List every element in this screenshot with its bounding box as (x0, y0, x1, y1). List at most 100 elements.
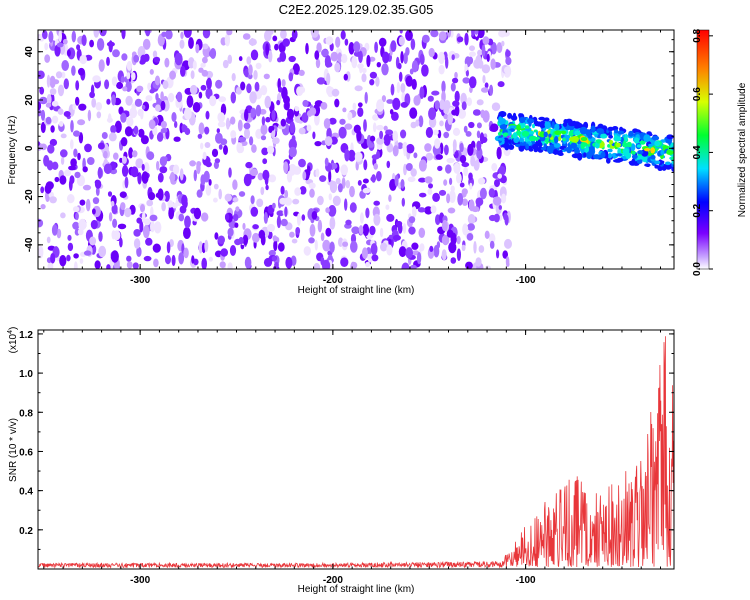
heatmap-noise-cell (496, 249, 500, 259)
heatmap-noise-cell (308, 237, 315, 244)
heatmap-noise-cell (205, 161, 212, 168)
heatmap-noise-cell (111, 76, 118, 86)
heatmap-noise-cell (412, 250, 420, 256)
heatmap-noise-cell (75, 80, 80, 91)
heatmap-signal-cell (637, 150, 644, 155)
heatmap-noise-cell (248, 64, 253, 76)
heatmap-noise-cell (56, 228, 62, 239)
heatmap-noise-cell (121, 53, 128, 61)
heatmap-noise-cell (452, 77, 459, 84)
heatmap-noise-cell (446, 229, 454, 238)
heatmap-noise-cell (184, 215, 191, 229)
heatmap-noise-cell (468, 199, 475, 212)
heatmap-noise-cell (383, 125, 388, 131)
heatmap-noise-cell (66, 49, 71, 57)
heatmap-noise-cell (430, 30, 439, 38)
heatmap-signal-cell (568, 121, 576, 127)
heatmap-noise-cell (400, 129, 407, 139)
heatmap-noise-cell (454, 151, 459, 159)
heatmap-noise-cell (205, 110, 210, 120)
heatmap-noise-cell (222, 59, 229, 69)
heatmap-noise-cell (292, 198, 300, 205)
heatmap-noise-cell (452, 139, 457, 151)
heatmap-signal-cell (671, 165, 674, 172)
heatmap-noise-cell (135, 158, 144, 169)
heatmap-noise-cell (469, 51, 476, 57)
heatmap-noise-cell (409, 68, 414, 75)
heatmap-noise-cell (193, 169, 197, 182)
heatmap-signal-cell (644, 148, 651, 152)
heatmap-noise-cell (193, 207, 202, 220)
heatmap-noise-cell (490, 58, 496, 70)
heatmap-noise-cell (130, 166, 139, 178)
heatmap-noise-cell (213, 197, 218, 203)
heatmap-noise-cell (85, 198, 91, 212)
heatmap-noise-cell (98, 245, 107, 258)
heatmap-noise-cell (160, 128, 168, 133)
heatmap-noise-cell (148, 119, 156, 130)
heatmap-noise-cell (314, 50, 320, 60)
heatmap-noise-cell (376, 124, 384, 131)
heatmap-noise-cell (57, 108, 64, 115)
heatmap-noise-cell (245, 161, 253, 169)
heatmap-noise-cell (119, 191, 127, 198)
heatmap-noise-cell (47, 262, 54, 269)
heatmap-noise-cell (302, 171, 307, 181)
heatmap-signal-cell (532, 144, 538, 150)
spectrogram-panel: -300 -200 -100 40 20 0 -20 -40 Height of strai… (7, 29, 675, 296)
x-tick-label: -200 (323, 575, 343, 586)
heatmap-noise-cell (204, 239, 209, 252)
heatmap-noise-cell (462, 77, 471, 84)
heatmap-noise-cell (325, 227, 332, 237)
heatmap-noise-cell (405, 75, 413, 87)
heatmap-noise-cell (126, 255, 132, 262)
heatmap-noise-cell (378, 37, 387, 47)
heatmap-noise-cell (428, 107, 437, 120)
heatmap-noise-cell (84, 143, 92, 153)
heatmap-noise-cell (277, 242, 285, 252)
heatmap-noise-cell (439, 99, 446, 110)
heatmap-noise-cell (83, 250, 92, 256)
heatmap-signal-cell (574, 122, 582, 128)
heatmap-noise-cell (250, 49, 259, 61)
heatmap-noise-cell (217, 121, 226, 128)
heatmap-noise-cell (63, 111, 71, 117)
heatmap-noise-cell (89, 39, 94, 48)
heatmap-signal-cell (624, 133, 628, 142)
heatmap-noise-cell (192, 102, 201, 113)
heatmap-noise-cell (368, 257, 373, 263)
heatmap-noise-cell (398, 36, 405, 46)
heatmap-noise-cell (446, 193, 451, 204)
heatmap-noise-cell (44, 183, 52, 194)
heatmap-noise-cell (244, 256, 252, 269)
heatmap-noise-cell (228, 167, 232, 178)
heatmap-noise-cell (120, 75, 125, 83)
heatmap-noise-cell (467, 56, 474, 65)
snr-frame (37, 329, 675, 570)
heatmap-noise-cell (411, 242, 419, 250)
heatmap-noise-cell (108, 132, 117, 142)
heatmap-noise-cell (150, 221, 155, 233)
x-tick-label: -300 (130, 575, 150, 586)
heatmap-noise-cell (418, 177, 427, 183)
heatmap-noise-cell (329, 241, 335, 253)
heatmap-noise-cell (141, 163, 145, 171)
heatmap-signal-cell (593, 154, 601, 160)
heatmap-noise-cell (240, 81, 246, 91)
heatmap-noise-cell (202, 30, 211, 39)
heatmap-noise-cell (365, 261, 371, 267)
heatmap-noise-cell (382, 51, 390, 64)
heatmap-noise-cell (313, 263, 321, 269)
heatmap-signal-cell (650, 154, 656, 160)
heatmap-noise-cell (488, 188, 495, 198)
x-tick-label: -100 (516, 575, 536, 586)
heatmap-signal-cell (566, 146, 572, 154)
heatmap-signal-cell (535, 121, 543, 127)
heatmap-noise-cell (78, 218, 87, 231)
heatmap-noise-cell (482, 75, 486, 84)
heatmap-noise-cell (171, 254, 176, 267)
heatmap-noise-cell (484, 230, 490, 239)
heatmap-noise-cell (411, 60, 419, 73)
heatmap-signal-cell (507, 112, 513, 119)
heatmap-noise-cell (463, 125, 468, 133)
